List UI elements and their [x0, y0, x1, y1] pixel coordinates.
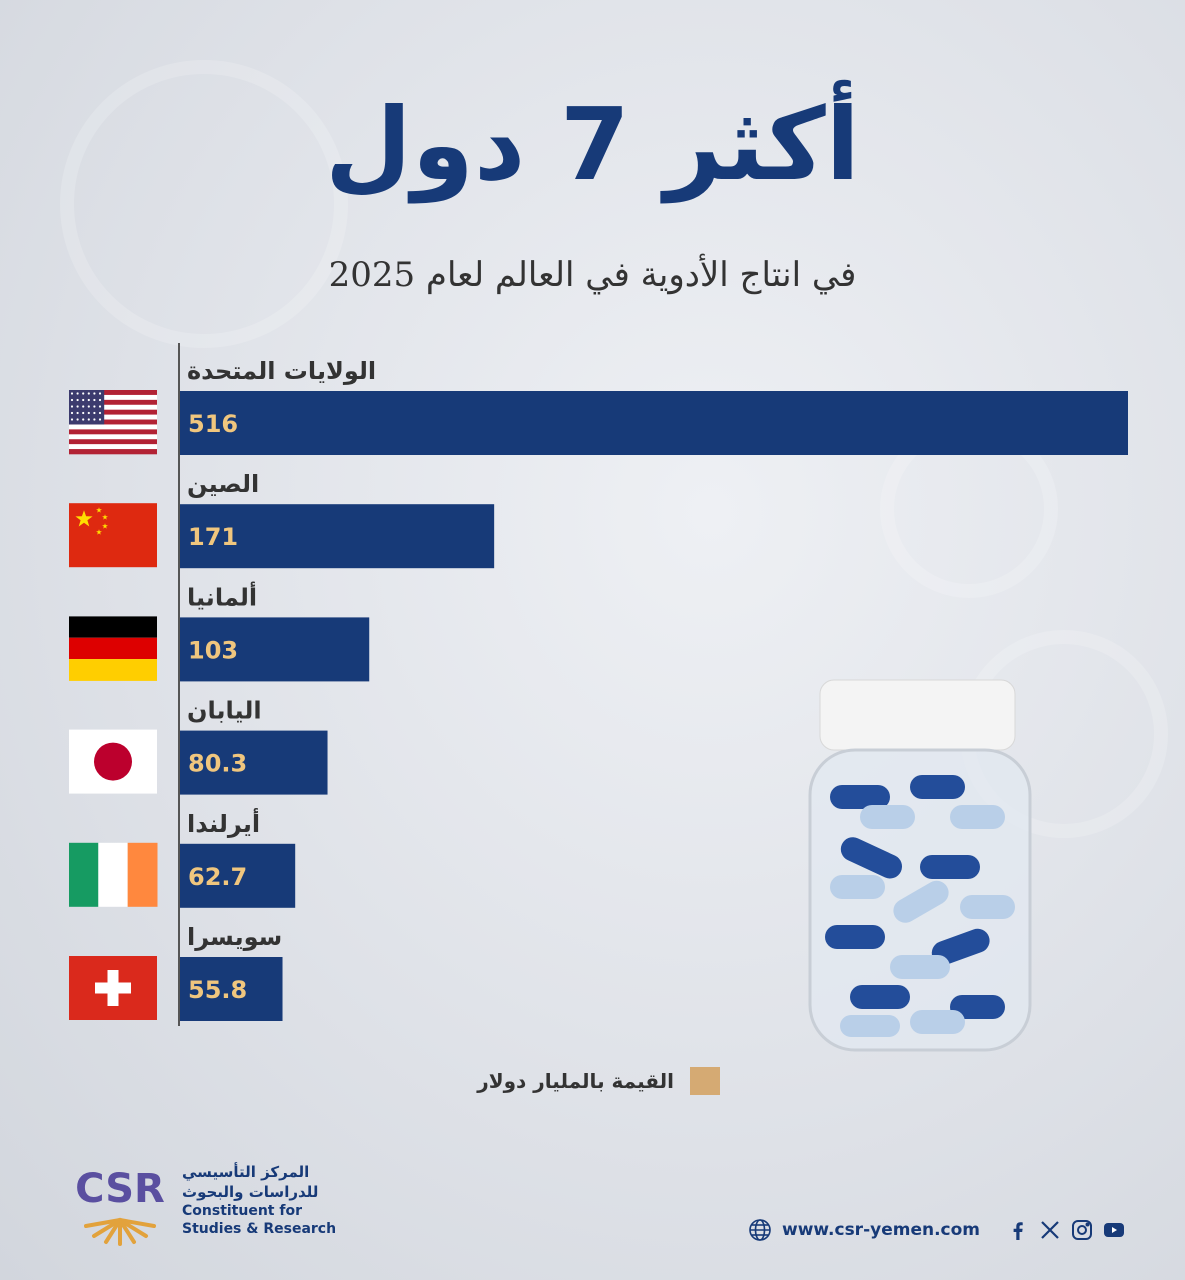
svg-text:CSR: CSR: [75, 1166, 165, 1212]
org-name-en-line2: Studies & Research: [182, 1221, 337, 1237]
category-label: أيرلندا: [187, 808, 260, 838]
instagram-icon[interactable]: [1070, 1218, 1094, 1242]
japan-flag: [69, 729, 157, 794]
chart-legend: القيمة بالمليار دولار: [440, 1066, 720, 1096]
value-label: 80.3: [188, 750, 247, 778]
x-icon[interactable]: [1038, 1218, 1062, 1242]
social-links: [1006, 1218, 1126, 1242]
legend-label: القيمة بالمليار دولار: [477, 1069, 674, 1093]
us-flag: [69, 390, 157, 455]
value-label: 103: [188, 636, 238, 664]
switzerland-flag: [69, 956, 157, 1020]
bar: [180, 843, 296, 908]
footer-contacts: www.csr-yemen.com: [748, 1218, 1126, 1242]
website-link[interactable]: www.csr-yemen.com: [782, 1220, 981, 1240]
pill-jar-image: [808, 679, 1032, 1052]
ireland-flag: [69, 842, 158, 907]
category-label: الصين: [187, 470, 259, 498]
page-subtitle: في انتاج الأدوية في العالم لعام 2025: [328, 255, 857, 295]
csr-logo: CSR: [75, 1166, 165, 1246]
china-flag: [69, 503, 157, 568]
bar-chart: الولايات المتحدة 516 الصين 171 ألمانيا 103 الي…: [69, 343, 1128, 1026]
value-label: 171: [188, 523, 238, 551]
value-label: 62.7: [188, 863, 247, 891]
youtube-icon[interactable]: [1102, 1218, 1126, 1242]
page-title: أكثر 7 دول: [325, 86, 860, 203]
legend-swatch: [690, 1067, 720, 1095]
org-name: المركز التأسيسي للدراسات والبحوث Constit…: [182, 1162, 382, 1238]
category-label: سويسرا: [187, 923, 282, 951]
org-name-en-line1: Constituent for: [182, 1203, 302, 1219]
bar: [180, 391, 1128, 455]
bar: [180, 957, 283, 1021]
facebook-icon[interactable]: [1006, 1218, 1030, 1242]
bar: [180, 617, 370, 682]
globe-icon: [749, 1219, 771, 1241]
org-name-ar-line2: للدراسات والبحوث: [182, 1183, 319, 1201]
category-label: اليابان: [187, 697, 262, 725]
value-label: 516: [188, 410, 238, 438]
value-label: 55.8: [188, 976, 247, 1004]
bar: [180, 730, 328, 795]
category-label: الولايات المتحدة: [187, 357, 376, 385]
org-name-ar-line1: المركز التأسيسي: [182, 1163, 310, 1181]
category-label: ألمانيا: [187, 581, 257, 611]
germany-flag: [69, 616, 157, 681]
bar: [180, 504, 495, 569]
